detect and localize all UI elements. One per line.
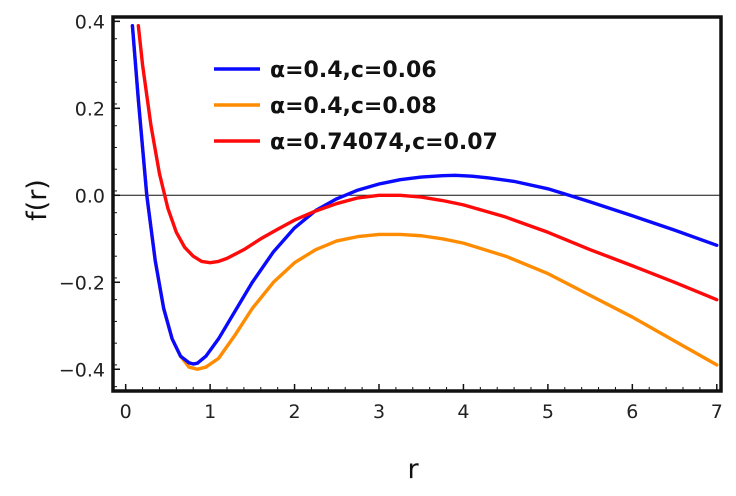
y-tick-label: 0.0	[75, 185, 105, 207]
y-axis-title: f(r)	[22, 179, 53, 221]
y-tick-label: 0.2	[75, 98, 105, 120]
x-ticks: 0 1 2 3 4 5 6 7	[120, 384, 723, 423]
plot-frame	[111, 15, 723, 393]
legend-label: α=0.4,c=0.08	[270, 94, 437, 119]
x-tick-label: 1	[204, 401, 216, 423]
series-line-3	[136, 24, 719, 302]
x-axis-title: r	[407, 454, 419, 485]
y-tick-label: −0.4	[59, 359, 105, 381]
legend-label: α=0.4,c=0.06	[270, 58, 437, 83]
y-tick-label: 0.4	[75, 11, 105, 33]
legend: α=0.4,c=0.06 α=0.4,c=0.08 α=0.74074,c=0.07	[214, 58, 498, 155]
legend-label: α=0.74074,c=0.07	[270, 130, 498, 155]
x-tick-label: 7	[711, 401, 723, 423]
x-tick-label: 4	[457, 401, 469, 423]
series-group	[130, 24, 719, 371]
x-tick-label: 3	[373, 401, 385, 423]
plot-background	[113, 17, 721, 391]
y-ticks: −0.4 −0.2 0.0 0.2 0.4	[59, 11, 120, 388]
x-tick-label: 5	[542, 401, 554, 423]
y-tick-label: −0.2	[59, 272, 105, 294]
x-tick-label: 0	[120, 401, 132, 423]
x-tick-label: 2	[289, 401, 301, 423]
x-tick-label: 6	[626, 401, 638, 423]
